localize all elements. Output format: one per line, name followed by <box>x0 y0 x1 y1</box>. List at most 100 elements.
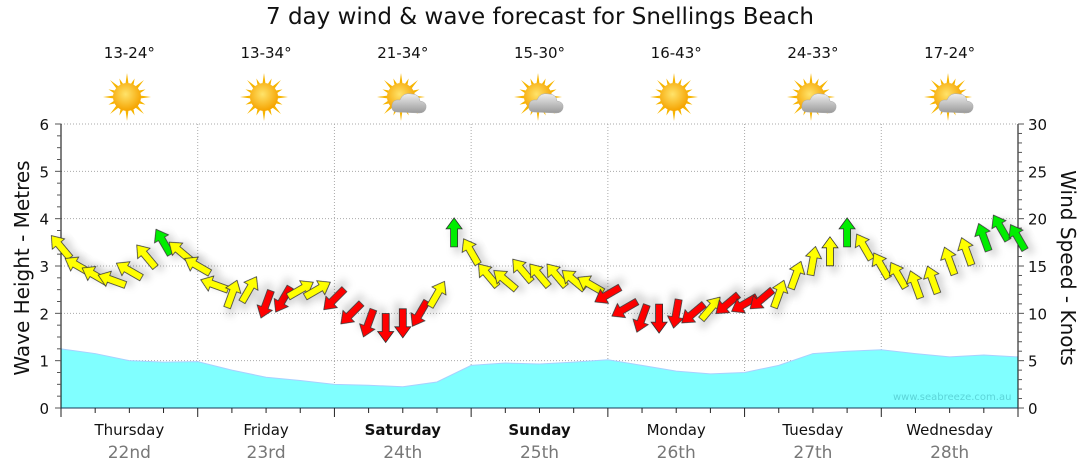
sunny-icon <box>103 73 152 121</box>
right-tick-label: 10 <box>1028 305 1047 323</box>
wind-arrow <box>632 303 651 333</box>
left-tick-label: 1 <box>39 353 49 371</box>
wind-arrow <box>906 270 925 300</box>
sunny-icon <box>240 73 289 121</box>
wave-height-line <box>60 348 1019 388</box>
left-axis-title: Wave Height - Metres <box>10 160 34 376</box>
wind-arrow <box>854 233 875 262</box>
day-temperature: 13-34° <box>240 44 292 62</box>
wind-arrow <box>871 252 892 281</box>
date-label: 23rd <box>246 443 286 463</box>
wind-arrow <box>184 256 213 277</box>
wind-arrow <box>715 291 742 314</box>
wind-arrow <box>529 263 552 290</box>
left-tick-label: 0 <box>39 400 49 418</box>
wind-arrow <box>681 301 707 324</box>
wind-arrow <box>650 303 668 334</box>
left-tick-label: 3 <box>39 258 49 276</box>
wind-arrow <box>923 265 942 296</box>
right-tick-label: 20 <box>1028 211 1047 229</box>
wind-arrow <box>940 246 959 277</box>
date-label: 22nd <box>107 443 151 463</box>
axes: 0 1 2 3 4 5 6 0 5 10 15 20 25 30 <box>39 116 1047 418</box>
wind-arrow <box>376 313 395 344</box>
day-label: Saturday <box>364 421 441 439</box>
date-label: 26th <box>656 443 696 463</box>
partly-cloudy-icon <box>513 73 563 121</box>
wind-arrow <box>512 258 535 285</box>
day-temperature: 13-24° <box>103 44 155 62</box>
day-label: Wednesday <box>906 421 994 439</box>
wind-arrow <box>273 284 294 313</box>
left-tick-label: 4 <box>39 211 49 229</box>
wind-arrow <box>838 217 856 248</box>
day-temperature: 21-34° <box>377 44 429 62</box>
wind-arrow <box>461 238 482 267</box>
wind-arrow <box>749 286 776 310</box>
wind-arrow <box>323 286 348 311</box>
day-temperature: 17-24° <box>924 44 976 62</box>
wind-arrow <box>991 214 1012 243</box>
wind-arrows <box>50 214 1029 344</box>
wind-arrow <box>238 276 259 305</box>
right-tick-label: 5 <box>1028 353 1038 371</box>
right-tick-label: 15 <box>1028 258 1047 276</box>
day-temperature: 16-43° <box>650 44 702 62</box>
chart-title: 7 day wind & wave forecast for Snellings… <box>266 4 814 30</box>
wind-arrow <box>136 244 159 271</box>
wave-area <box>60 348 1019 408</box>
date-label: 25th <box>519 443 560 463</box>
wind-arrow <box>787 260 806 291</box>
date-label: 27th <box>793 443 833 463</box>
date-label: 24th <box>383 443 423 463</box>
right-tick-label: 0 <box>1028 400 1038 418</box>
right-tick-label: 30 <box>1028 116 1047 134</box>
wind-arrow <box>445 217 463 248</box>
wind-arrow <box>666 298 685 329</box>
wind-arrow <box>957 237 976 267</box>
wind-arrow <box>561 270 588 293</box>
day-temperature: 15-30° <box>513 44 566 62</box>
wind-arrow <box>340 300 365 325</box>
wind-arrow <box>256 289 275 319</box>
wind-arrow <box>115 261 144 282</box>
wind-arrow <box>426 280 447 309</box>
right-axis-title: Wind Speed - Knots <box>1056 170 1080 366</box>
left-tick-label: 2 <box>39 305 49 323</box>
day-label: Sunday <box>508 421 571 439</box>
wind-arrow <box>493 270 519 293</box>
partly-cloudy-icon <box>923 73 974 121</box>
wind-arrow <box>611 298 640 319</box>
wind-arrow <box>223 279 242 310</box>
wind-arrow <box>888 261 909 290</box>
wind-arrow <box>359 307 378 338</box>
wind-arrow <box>577 275 606 296</box>
sunny-icon <box>650 73 699 121</box>
wind-arrow <box>974 222 993 253</box>
wind-arrow <box>770 279 789 310</box>
day-label: Friday <box>243 421 289 439</box>
wind-arrow <box>154 228 175 257</box>
wind-arrow <box>821 236 839 267</box>
left-tick-label: 6 <box>39 116 49 134</box>
partly-cloudy-icon <box>786 73 837 121</box>
day-temperature: 24-33° <box>787 44 839 62</box>
wind-arrow <box>546 263 569 290</box>
wind-arrow <box>1008 224 1029 253</box>
wind-arrow <box>594 283 623 304</box>
left-tick-label: 5 <box>39 163 49 181</box>
watermark: www.seabreeze.com.au <box>893 392 1012 403</box>
wind-arrow <box>394 308 412 339</box>
day-label: Monday <box>646 421 706 439</box>
wind-arrow <box>302 280 331 301</box>
wind-arrow <box>804 245 823 277</box>
right-tick-label: 25 <box>1028 163 1047 181</box>
wind-arrow <box>478 263 501 290</box>
wind-arrow <box>97 270 128 289</box>
wind-arrow <box>200 275 230 294</box>
day-label: Tuesday <box>782 421 844 439</box>
wind-arrow <box>410 298 431 327</box>
wind-arrow <box>731 293 760 314</box>
day-label: Thursday <box>94 421 165 439</box>
